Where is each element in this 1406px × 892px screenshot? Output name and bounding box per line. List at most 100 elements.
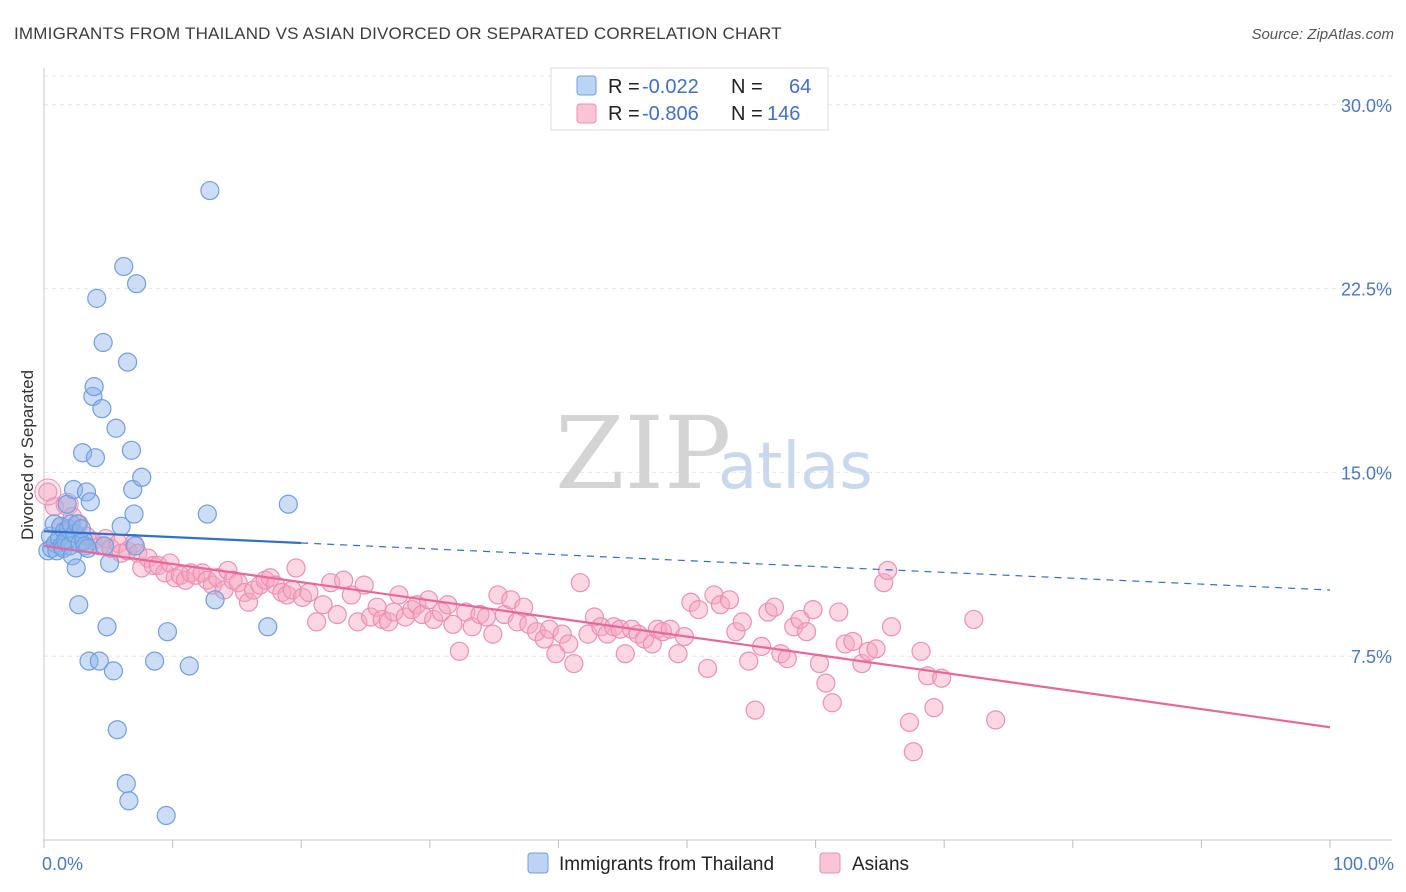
- point-asians-49: [313, 595, 333, 615]
- point-asians-84: [534, 629, 554, 649]
- point-thailand-61: [205, 590, 225, 610]
- point-asians-136: [878, 560, 898, 581]
- point-asians-105: [668, 644, 688, 664]
- watermark-zip: ZIP: [555, 395, 731, 512]
- legend-swatch-thailand: [576, 75, 597, 96]
- point-asians-125: [803, 600, 823, 620]
- point-asians-112: [719, 590, 740, 610]
- point-asians-48: [307, 612, 327, 632]
- point-asians-127: [816, 673, 836, 693]
- legend-r-label-thailand: R =: [608, 76, 640, 98]
- point-thailand-33: [85, 448, 106, 468]
- trendline-thailand-dashed: [301, 542, 1331, 591]
- chart-source: Source: ZipAtlas.com: [1251, 26, 1394, 43]
- point-asians-92: [584, 607, 605, 627]
- point-asians-109: [697, 658, 718, 679]
- stats-legend-box: [550, 67, 829, 131]
- point-asians-108: [688, 600, 709, 620]
- point-thailand-41: [103, 661, 124, 681]
- x-tick-label-min: 0.0%: [42, 854, 83, 874]
- point-thailand-34: [87, 288, 107, 308]
- point-asians-115: [739, 651, 759, 671]
- bottom-legend-label-thailand: Immigrants from Thailand: [559, 854, 774, 875]
- point-asians-36: [238, 592, 259, 612]
- x-axis-ticks: [43, 840, 1331, 848]
- point-asians-119: [764, 597, 785, 617]
- bottom-legend: Immigrants from Thailand Asians: [527, 852, 909, 875]
- point-asians-138: [899, 712, 920, 732]
- legend-r-value-thailand: -0.022: [642, 76, 699, 98]
- y-axis-label: Divorced or Separated: [18, 370, 37, 540]
- legend-r-value-asians: -0.806: [642, 103, 699, 125]
- point-asians-107: [681, 592, 701, 612]
- point-asians-134: [866, 639, 886, 659]
- point-asians-122: [784, 617, 804, 637]
- series-asians-points: [34, 478, 1006, 762]
- trendline-asians: [43, 544, 1331, 729]
- point-asians-101: [642, 634, 662, 654]
- point-thailand-27: [76, 482, 97, 502]
- stats-legend: R = -0.022 N = 64 R = -0.806 N = 146: [550, 67, 829, 131]
- point-asians-89: [564, 653, 584, 674]
- point-thailand-37: [93, 332, 113, 353]
- point-asians-62: [395, 607, 415, 627]
- point-asians-114: [732, 612, 752, 632]
- point-thailand-56: [156, 805, 176, 826]
- y-tick-label-0: 7.5%: [1351, 647, 1392, 667]
- point-asians-145: [986, 710, 1006, 730]
- y-tick-label-2: 22.5%: [1341, 280, 1392, 300]
- watermark-atlas: atlas: [718, 430, 873, 504]
- bottom-legend-swatch-asians: [819, 852, 841, 874]
- y-axis-tick-labels: 7.5% 15.0% 22.5% 30.0%: [1341, 96, 1392, 667]
- point-asians-75: [476, 607, 496, 627]
- legend-n-label-asians: N =: [731, 103, 763, 125]
- point-thailand-43: [107, 720, 127, 740]
- point-asians-116: [745, 700, 765, 720]
- point-thailand-63: [278, 494, 298, 514]
- point-thailand-28: [78, 538, 98, 558]
- point-asians-76: [483, 624, 503, 644]
- point-asians-128: [822, 693, 842, 713]
- chart-title: IMMIGRANTS FROM THAILAND VS ASIAN DIVORC…: [14, 24, 782, 43]
- point-thailand-53: [126, 274, 147, 294]
- point-thailand-55: [144, 651, 165, 671]
- point-asians-51: [327, 604, 347, 625]
- point-thailand-21: [69, 595, 89, 615]
- legend-n-value-thailand: 64: [789, 76, 811, 98]
- legend-r-label-asians: R =: [608, 103, 640, 125]
- legend-n-value-asians: 146: [767, 103, 800, 125]
- point-thailand-30: [80, 492, 100, 512]
- trendline-thailand: [43, 530, 302, 545]
- point-asians-137: [881, 617, 902, 637]
- point-asians-70: [443, 614, 463, 634]
- point-asians-67: [424, 609, 444, 630]
- point-thailand-58: [179, 656, 199, 676]
- point-asians-81: [514, 597, 534, 617]
- point-asians-129: [829, 602, 849, 622]
- point-asians-86: [546, 644, 566, 664]
- point-asians-133: [858, 641, 878, 661]
- y-tick-label-1: 15.0%: [1341, 463, 1392, 483]
- legend-swatch-asians: [576, 103, 597, 124]
- point-asians-97: [615, 644, 635, 664]
- point-thailand-39: [97, 617, 117, 637]
- y-tick-label-3: 30.0%: [1341, 96, 1392, 116]
- point-thailand-54: [132, 467, 152, 487]
- point-asians-113: [726, 622, 746, 642]
- point-asians-144: [964, 609, 984, 630]
- point-thailand-36: [92, 399, 112, 419]
- point-thailand-19: [66, 558, 86, 578]
- x-tick-label-max: 100.0%: [1333, 854, 1394, 874]
- point-asians-110: [704, 585, 724, 605]
- point-asians-56: [361, 607, 381, 627]
- watermark: ZIP atlas: [555, 395, 873, 512]
- point-asians-88: [559, 634, 579, 654]
- point-thailand-42: [106, 418, 126, 438]
- point-asians-33: [223, 570, 243, 590]
- point-thailand-52: [125, 536, 145, 556]
- point-thailand-49: [121, 440, 142, 460]
- point-asians-131: [843, 631, 863, 652]
- point-asians-77: [488, 585, 508, 605]
- point-thailand-62: [258, 617, 278, 637]
